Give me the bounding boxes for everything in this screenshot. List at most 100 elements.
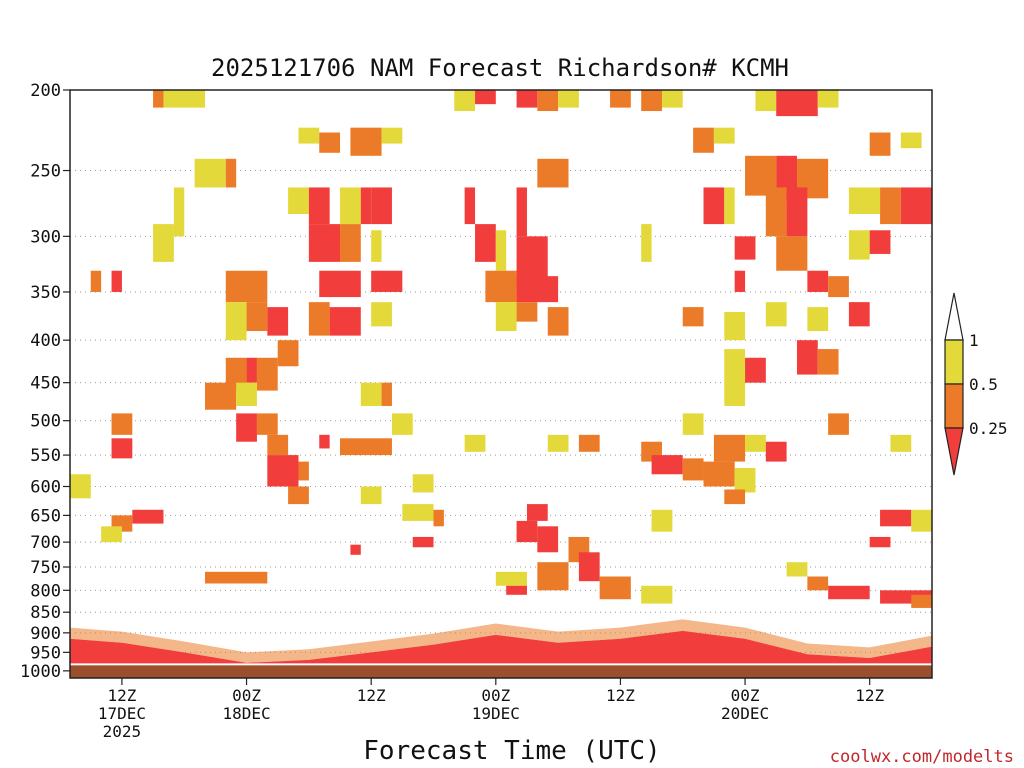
richardson-cells xyxy=(70,90,932,666)
ri-cell-red xyxy=(236,413,257,442)
ri-cell-orange xyxy=(537,562,569,591)
ri-cell-red xyxy=(308,224,341,262)
ri-cell-yellow xyxy=(194,158,226,188)
ri-cell-red xyxy=(267,307,289,336)
ri-cell-red xyxy=(516,187,527,237)
ri-cell-orange xyxy=(485,270,517,303)
ri-cell-orange xyxy=(433,509,444,527)
ri-cell-yellow xyxy=(848,187,881,215)
y-tick-label: 550 xyxy=(30,446,61,466)
legend: 1 0.5 0.25 xyxy=(944,292,1008,476)
ri-cell-yellow xyxy=(495,230,507,271)
ri-cell-orange xyxy=(381,382,392,406)
ri-cell-red xyxy=(132,509,164,524)
ri-cell-red xyxy=(516,276,559,303)
ri-cell-yellow xyxy=(225,302,247,341)
ri-cell-yellow xyxy=(911,509,932,532)
y-tick-label: 300 xyxy=(30,227,61,247)
ri-cell-yellow xyxy=(101,526,122,543)
ri-cell-orange xyxy=(246,302,268,332)
ri-cell-yellow xyxy=(340,187,361,225)
ri-cell-orange xyxy=(682,458,704,481)
ri-cell-red xyxy=(412,536,434,548)
ri-cell-orange xyxy=(350,127,382,156)
ri-cell-orange xyxy=(340,438,392,456)
ri-cell-yellow xyxy=(724,349,746,406)
y-tick-label: 650 xyxy=(30,506,61,526)
y-tick-label: 350 xyxy=(30,283,61,303)
ri-cell-red xyxy=(786,187,808,237)
ri-cell-red xyxy=(651,455,683,475)
y-tick-label: 750 xyxy=(30,558,61,578)
ri-cell-red xyxy=(900,187,932,225)
ri-cell-yellow xyxy=(236,382,257,406)
ri-cell-yellow xyxy=(682,413,704,435)
x-tick-label: 12Z xyxy=(107,686,136,705)
y-tick-label: 950 xyxy=(30,643,61,663)
ri-cell-red xyxy=(506,585,527,595)
ri-cell-orange xyxy=(693,127,714,153)
ri-cell-orange xyxy=(828,413,849,435)
ri-cell-yellow xyxy=(360,486,382,505)
ri-cell-yellow xyxy=(745,434,766,452)
ri-cell-yellow xyxy=(713,127,735,144)
ri-cell-orange xyxy=(599,576,631,600)
ri-cell-yellow xyxy=(454,90,476,112)
ri-cell-yellow xyxy=(153,224,174,262)
x-tick-label: 00Z xyxy=(731,686,760,705)
ri-cell-orange xyxy=(610,90,631,108)
ri-cell-yellow xyxy=(371,302,392,327)
ri-cell-orange xyxy=(682,307,704,327)
ri-cell-red xyxy=(308,187,330,225)
ri-cell-red xyxy=(516,90,538,108)
ri-cell-orange xyxy=(225,270,268,303)
credit-text: coolwx.com/modelts xyxy=(830,747,1014,767)
ri-cell-yellow xyxy=(641,585,673,604)
plot-frame xyxy=(69,89,933,679)
ri-cell-orange xyxy=(817,349,839,375)
ri-cell-yellow xyxy=(547,434,569,452)
ri-cell-yellow xyxy=(298,127,320,144)
ri-cell-red xyxy=(703,187,725,225)
ri-cell-yellow xyxy=(651,509,673,532)
ri-cell-orange xyxy=(641,90,662,112)
y-tick-label: 700 xyxy=(30,533,61,553)
ri-cell-red xyxy=(776,90,818,117)
legend-label: 0.25 xyxy=(969,419,1008,438)
x-tick-label: 12Z xyxy=(855,686,884,705)
ri-cell-orange xyxy=(537,158,569,188)
ri-cell-yellow xyxy=(641,224,652,262)
ri-cell-red xyxy=(371,270,403,292)
ri-cell-red xyxy=(765,441,787,462)
x-tick-label: 00Z xyxy=(232,686,261,705)
ri-cell-orange xyxy=(724,489,746,505)
ri-cell-red xyxy=(516,520,538,543)
ri-cell-yellow xyxy=(381,127,403,144)
ri-cell-orange xyxy=(828,276,849,298)
ri-cell-yellow xyxy=(900,132,922,149)
ri-cell-red xyxy=(371,187,392,225)
ri-cell-yellow xyxy=(391,413,413,435)
chart-title: 2025121706 NAM Forecast Richardson# KCMH xyxy=(211,54,789,82)
ri-cell-red xyxy=(848,302,870,327)
ri-cell-yellow xyxy=(495,571,527,586)
ri-cell-red xyxy=(246,357,257,383)
ri-cell-orange xyxy=(256,357,278,391)
y-axis: 200 250 300 350 400 450 500 550 600 650 700 750 8008… xyxy=(20,81,70,682)
ground-fill xyxy=(70,665,932,678)
ground-band xyxy=(70,663,932,678)
ri-cell-orange xyxy=(267,434,289,456)
ri-cell-orange xyxy=(547,307,569,336)
ri-cell-red xyxy=(578,552,600,582)
legend-orange-bin xyxy=(944,383,964,429)
ri-cell-orange xyxy=(225,357,247,391)
y-tick-label: 1000 xyxy=(20,662,61,682)
legend-yellow-bin xyxy=(944,339,964,385)
x-tick-label: 18DEC xyxy=(222,704,270,723)
ri-cell-yellow xyxy=(558,90,579,108)
y-tick-label: 400 xyxy=(30,331,61,351)
ri-cell-yellow xyxy=(163,90,206,108)
x-tick-label: 17DEC xyxy=(98,704,146,723)
